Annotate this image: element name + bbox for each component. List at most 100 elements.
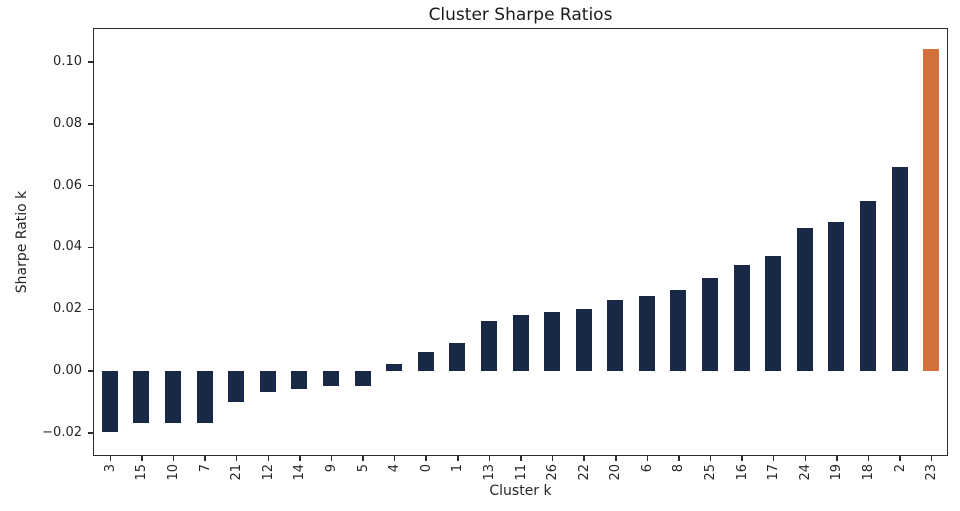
x-tick-label-19: 19: [829, 464, 845, 481]
x-tick-mark-15: [141, 456, 143, 461]
bar-cluster-16: [733, 265, 750, 371]
y-tick-mark-0.10: [88, 61, 93, 63]
bar-cluster-13: [480, 321, 497, 371]
bar-cluster-20: [607, 299, 624, 371]
bar-cluster-22: [575, 308, 592, 371]
x-tick-label-text: 21: [229, 464, 245, 481]
x-tick-label-text: 2: [892, 464, 908, 473]
x-tick-label-15: 15: [134, 464, 150, 481]
x-tick-label-14: 14: [292, 464, 308, 481]
y-tick-label-0.10: 0.10: [53, 53, 82, 69]
x-tick-label-text: 5: [355, 464, 371, 473]
x-tick-label-text: 17: [766, 464, 782, 481]
x-tick-mark-16: [741, 456, 743, 461]
y-tick-mark-0.02: [88, 308, 93, 311]
x-tick-mark-24: [804, 456, 807, 461]
x-tick-label-18: 18: [861, 464, 877, 481]
x-tick-label-text: 6: [639, 464, 655, 473]
x-tick-label-26: 26: [545, 464, 561, 481]
x-tick-label-text: 3: [102, 464, 118, 473]
x-tick-mark-7: [204, 456, 206, 461]
x-tick-label-text: 11: [513, 464, 529, 481]
y-tick-label-−0.02: −0.02: [42, 424, 82, 440]
x-tick-mark-11: [520, 456, 522, 461]
x-tick-label-8: 8: [671, 464, 687, 472]
x-tick-label-0: 0: [418, 464, 434, 472]
x-tick-label-text: 0: [418, 464, 434, 473]
bar-cluster-10: [164, 370, 181, 424]
x-tick-label-10: 10: [165, 464, 181, 481]
x-tick-mark-2: [899, 456, 901, 461]
x-tick-mark-17: [772, 456, 775, 461]
bar-cluster-8: [670, 290, 687, 371]
y-tick-label-0.02: 0.02: [53, 301, 82, 317]
y-tick-mark-0.06: [88, 184, 93, 187]
x-tick-mark-22: [583, 456, 585, 461]
bar-cluster-14: [291, 370, 308, 390]
x-tick-label-text: 22: [576, 464, 592, 481]
x-tick-label-text: 16: [734, 464, 750, 481]
x-axis-label: Cluster k: [489, 483, 552, 499]
x-tick-mark-6: [646, 456, 649, 461]
x-tick-mark-14: [299, 456, 301, 461]
x-tick-label-24: 24: [797, 464, 813, 481]
bar-cluster-1: [449, 342, 466, 371]
bar-cluster-6: [638, 296, 655, 371]
bar-cluster-0: [417, 352, 434, 371]
bar-cluster-24: [796, 228, 813, 371]
bar-cluster-17: [765, 256, 782, 371]
x-tick-mark-23: [930, 456, 933, 461]
bar-cluster-23: [923, 49, 940, 371]
x-tick-mark-9: [330, 456, 333, 461]
x-tick-mark-13: [488, 456, 491, 461]
x-tick-label-text: 8: [671, 464, 687, 473]
y-tick-mark-0.04: [88, 246, 93, 249]
bar-cluster-19: [828, 222, 845, 371]
bar-cluster-26: [544, 311, 561, 371]
y-tick-mark-−0.02: [88, 432, 93, 434]
x-tick-label-text: 1: [450, 464, 466, 473]
x-tick-mark-3: [109, 456, 112, 461]
x-tick-label-17: 17: [766, 464, 782, 481]
x-tick-mark-25: [709, 456, 712, 461]
x-tick-label-12: 12: [260, 464, 276, 481]
x-tick-label-text: 15: [134, 464, 150, 481]
x-tick-label-text: 12: [260, 464, 276, 481]
y-tick-label-0.06: 0.06: [53, 177, 82, 193]
x-tick-label-11: 11: [513, 464, 529, 481]
x-tick-label-text: 23: [924, 464, 940, 481]
y-tick-mark-0.08: [88, 123, 93, 125]
y-tick-mark-0.00: [88, 370, 93, 372]
bar-cluster-5: [354, 370, 371, 387]
bar-cluster-11: [512, 314, 529, 371]
bar-cluster-15: [133, 370, 150, 424]
plot-area: [93, 28, 948, 456]
x-tick-label-text: 25: [703, 464, 719, 481]
bar-cluster-3: [101, 370, 118, 433]
bar-cluster-18: [860, 200, 877, 371]
x-tick-label-text: 18: [861, 464, 877, 481]
bar-cluster-12: [259, 370, 276, 393]
bar-cluster-25: [702, 277, 719, 371]
bar-cluster-4: [386, 364, 403, 371]
x-tick-label-1: 1: [450, 464, 466, 472]
x-tick-label-text: 14: [292, 464, 308, 481]
x-tick-label-text: 24: [797, 464, 813, 481]
x-tick-mark-4: [393, 456, 396, 461]
x-tick-mark-20: [615, 456, 617, 461]
x-tick-label-25: 25: [703, 464, 719, 481]
x-tick-mark-8: [678, 456, 680, 461]
x-tick-label-13: 13: [481, 464, 497, 481]
x-tick-mark-10: [172, 456, 175, 461]
x-tick-label-text: 20: [608, 464, 624, 481]
x-tick-label-2: 2: [892, 464, 908, 472]
x-tick-label-16: 16: [734, 464, 750, 481]
bar-cluster-2: [891, 166, 908, 371]
x-tick-label-22: 22: [576, 464, 592, 481]
x-tick-label-3: 3: [102, 464, 118, 472]
x-tick-label-20: 20: [608, 464, 624, 481]
bar-cluster-21: [228, 370, 245, 402]
x-tick-mark-5: [362, 456, 364, 461]
x-tick-mark-12: [267, 456, 269, 461]
